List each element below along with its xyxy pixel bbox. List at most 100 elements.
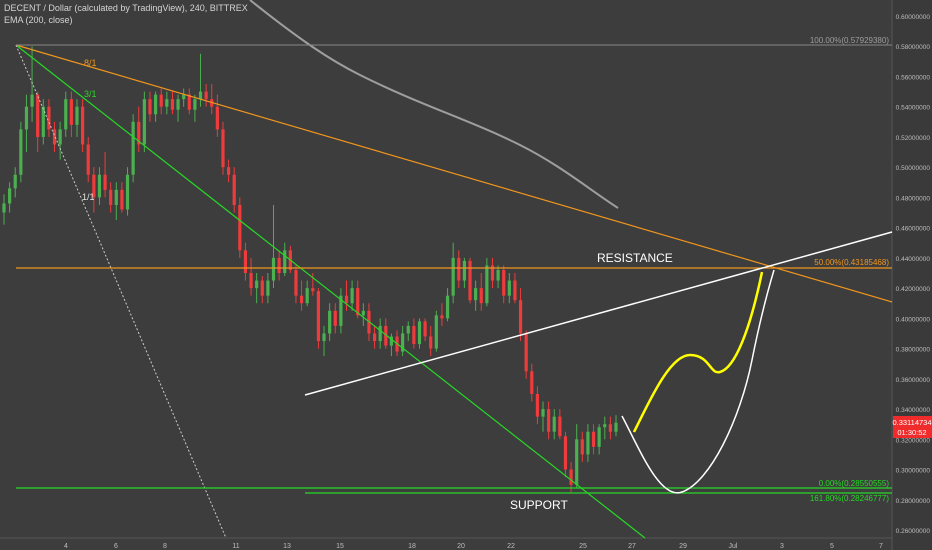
- candles-group: [2, 46, 618, 493]
- ascending-trendline: [304, 231, 893, 396]
- candle-body: [339, 295, 343, 326]
- x-tick-label: 18: [408, 543, 416, 550]
- candle-body: [591, 431, 596, 447]
- candle-body: [226, 167, 231, 175]
- candle-body: [350, 288, 354, 304]
- y-tick-label: 0.52000000: [896, 135, 931, 142]
- y-tick-label: 0.28000000: [896, 498, 931, 505]
- candle-body: [563, 436, 568, 470]
- y-tick-label: 0.26000000: [896, 528, 931, 535]
- candle-body: [109, 189, 113, 205]
- candle-body: [490, 265, 495, 281]
- candle-body: [451, 257, 455, 296]
- x-tick-label: 22: [507, 543, 515, 550]
- candle-body: [30, 94, 34, 107]
- candle-body: [513, 280, 517, 301]
- x-tick-label: 29: [679, 543, 687, 550]
- x-tick-label: 7: [879, 543, 883, 550]
- candle-body: [474, 288, 478, 301]
- candle-body: [255, 280, 259, 289]
- candle-body: [496, 269, 500, 281]
- candle-body: [131, 121, 135, 175]
- candle-body: [19, 129, 23, 175]
- candle-body: [176, 99, 180, 110]
- candle-body: [406, 325, 410, 334]
- x-tick-label: 4: [64, 543, 68, 550]
- candle-body: [603, 424, 607, 428]
- candle-body: [378, 325, 382, 342]
- candle-body: [417, 321, 422, 345]
- candle-body: [47, 106, 51, 130]
- price-axis-ticks: 0.60000000 0.58000000 0.56000000 0.54000000…: [896, 14, 931, 535]
- price-tag-value: 0.33114734: [892, 418, 931, 427]
- candle-body: [316, 291, 321, 342]
- candle-body: [333, 310, 337, 326]
- candle-body: [193, 99, 197, 110]
- candle-body: [535, 393, 539, 417]
- candle-body: [215, 106, 219, 130]
- candle-body: [97, 174, 102, 198]
- fib-100-label: 100.00%(0.57929380): [810, 36, 890, 45]
- candle-body: [13, 174, 17, 189]
- candle-body: [597, 427, 601, 447]
- candle-body: [120, 189, 124, 210]
- y-tick-label: 0.40000000: [896, 316, 931, 323]
- candle-body: [524, 333, 528, 372]
- candle-body: [92, 174, 96, 198]
- x-tick-label: Jul: [729, 543, 738, 550]
- candle-body: [271, 257, 276, 281]
- candle-body: [462, 260, 467, 281]
- candle-body: [547, 409, 551, 432]
- y-tick-label: 0.56000000: [896, 74, 931, 81]
- x-tick-label: 20: [457, 543, 465, 550]
- x-tick-label: 27: [628, 543, 636, 550]
- candle-body: [412, 325, 416, 345]
- candle-body: [372, 333, 377, 342]
- candle-body: [170, 99, 175, 110]
- candle-body: [468, 260, 472, 301]
- y-tick-label: 0.32000000: [896, 437, 931, 444]
- candle-body: [361, 310, 365, 316]
- candle-body: [148, 99, 152, 115]
- candle-body: [575, 439, 579, 485]
- candle-body: [479, 288, 483, 304]
- fib-161-label: 161.80%(0.28246777): [810, 494, 890, 503]
- candle-body: [125, 174, 130, 210]
- fib-0-label: 0.00%(0.28550555): [819, 479, 890, 488]
- candle-body: [52, 129, 57, 145]
- candle-body: [232, 174, 236, 205]
- y-tick-label: 0.42000000: [896, 286, 931, 293]
- chart-title: DECENT / Dollar (calculated by TradingVi…: [4, 3, 248, 13]
- y-tick-label: 0.34000000: [896, 407, 931, 414]
- y-tick-label: 0.50000000: [896, 165, 931, 172]
- candle-body: [356, 288, 360, 316]
- candle-body: [249, 273, 253, 289]
- x-tick-label: 5: [830, 543, 834, 550]
- candle-body: [445, 295, 450, 319]
- candle-body: [75, 106, 79, 125]
- fib-50-label: 50.00%(0.43185468): [814, 258, 889, 267]
- candle-body: [137, 121, 141, 145]
- candle-body: [243, 250, 248, 273]
- candle-body: [434, 315, 438, 349]
- candle-body: [198, 91, 203, 100]
- fan-line-1-1: [15, 44, 227, 539]
- candle-body: [153, 94, 158, 115]
- y-tick-label: 0.36000000: [896, 377, 931, 384]
- candle-body: [299, 295, 304, 304]
- indicator-label: EMA (200, close): [4, 15, 73, 25]
- ema-200-line: [249, 0, 619, 209]
- fan-label-8-1: 8/1: [84, 58, 97, 68]
- y-tick-label: 0.44000000: [896, 256, 931, 263]
- candle-body: [530, 371, 534, 394]
- resistance-label: RESISTANCE: [597, 251, 673, 265]
- candle-body: [266, 280, 270, 296]
- y-tick-label: 0.30000000: [896, 468, 931, 475]
- candle-body: [401, 333, 405, 352]
- candle-body: [58, 129, 62, 145]
- x-tick-label: 6: [114, 543, 118, 550]
- candle-body: [569, 469, 573, 485]
- x-tick-label: 8: [163, 543, 167, 550]
